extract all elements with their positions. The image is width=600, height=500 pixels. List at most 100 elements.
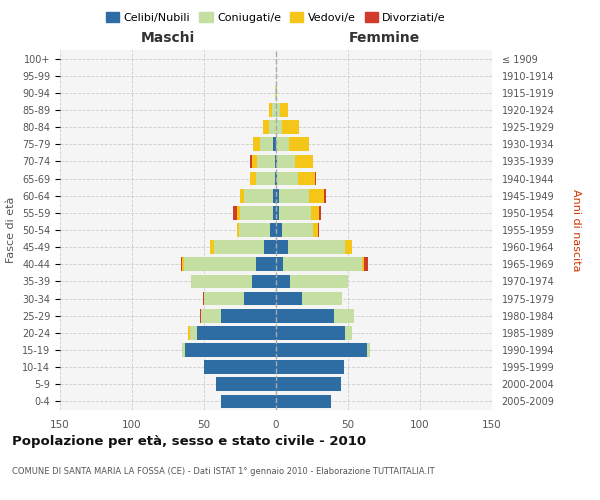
Bar: [269, 120, 276, 134]
Bar: [197, 326, 276, 340]
Bar: [276, 223, 282, 237]
Bar: [290, 274, 348, 288]
Bar: [215, 378, 276, 391]
Bar: [240, 189, 244, 202]
Bar: [276, 120, 282, 134]
Y-axis label: Fasce di età: Fasce di età: [7, 197, 16, 263]
Bar: [276, 138, 289, 151]
Bar: [318, 223, 319, 237]
Bar: [279, 189, 309, 202]
Bar: [273, 189, 276, 202]
Bar: [289, 138, 309, 151]
Bar: [276, 394, 331, 408]
Bar: [345, 240, 352, 254]
Bar: [279, 206, 311, 220]
Bar: [275, 172, 276, 185]
Bar: [276, 274, 290, 288]
Bar: [276, 360, 344, 374]
Bar: [256, 172, 275, 185]
Bar: [276, 86, 277, 100]
Bar: [311, 206, 319, 220]
Legend: Celibi/Nubili, Coniugati/e, Vedovi/e, Divorziati/e: Celibi/Nubili, Coniugati/e, Vedovi/e, Di…: [101, 8, 451, 28]
Bar: [280, 103, 287, 117]
Bar: [276, 206, 279, 220]
Bar: [323, 189, 326, 202]
Bar: [251, 154, 257, 168]
Bar: [275, 154, 276, 168]
Bar: [204, 360, 276, 374]
Bar: [276, 154, 277, 168]
Bar: [275, 86, 276, 100]
Bar: [188, 326, 190, 340]
Bar: [276, 172, 277, 185]
Bar: [221, 309, 276, 322]
Bar: [240, 206, 273, 220]
Bar: [276, 103, 280, 117]
Bar: [256, 258, 276, 271]
Bar: [315, 172, 316, 185]
Bar: [272, 103, 276, 117]
Bar: [260, 138, 273, 151]
Bar: [184, 258, 256, 271]
Bar: [250, 154, 251, 168]
Text: COMUNE DI SANTA MARIA LA FOSSA (CE) - Dati ISTAT 1° gennaio 2010 - Elaborazione : COMUNE DI SANTA MARIA LA FOSSA (CE) - Da…: [12, 468, 434, 476]
Text: Maschi: Maschi: [141, 31, 195, 45]
Bar: [282, 120, 299, 134]
Bar: [214, 240, 265, 254]
Bar: [233, 206, 237, 220]
Bar: [276, 378, 341, 391]
Text: Femmine: Femmine: [349, 31, 419, 45]
Bar: [182, 343, 185, 357]
Bar: [319, 206, 320, 220]
Bar: [185, 343, 276, 357]
Bar: [237, 223, 239, 237]
Bar: [269, 103, 272, 117]
Bar: [201, 309, 221, 322]
Bar: [276, 326, 345, 340]
Bar: [276, 343, 367, 357]
Text: Popolazione per età, sesso e stato civile - 2010: Popolazione per età, sesso e stato civil…: [12, 435, 366, 448]
Bar: [345, 326, 352, 340]
Bar: [270, 223, 276, 237]
Bar: [276, 292, 302, 306]
Bar: [251, 274, 276, 288]
Bar: [237, 206, 240, 220]
Bar: [210, 240, 214, 254]
Bar: [204, 292, 244, 306]
Bar: [181, 258, 182, 271]
Bar: [276, 189, 279, 202]
Bar: [239, 223, 270, 237]
Y-axis label: Anni di nascita: Anni di nascita: [571, 188, 581, 271]
Bar: [282, 223, 313, 237]
Bar: [277, 154, 295, 168]
Bar: [364, 258, 368, 271]
Bar: [244, 292, 276, 306]
Bar: [287, 240, 345, 254]
Bar: [309, 189, 323, 202]
Bar: [362, 258, 364, 271]
Bar: [276, 309, 334, 322]
Bar: [273, 138, 276, 151]
Bar: [298, 172, 315, 185]
Bar: [313, 223, 318, 237]
Bar: [253, 138, 260, 151]
Bar: [277, 172, 298, 185]
Bar: [250, 172, 256, 185]
Bar: [200, 309, 201, 322]
Bar: [276, 240, 287, 254]
Bar: [367, 343, 370, 357]
Bar: [182, 258, 184, 271]
Bar: [191, 274, 251, 288]
Bar: [221, 394, 276, 408]
Bar: [203, 292, 204, 306]
Bar: [257, 154, 275, 168]
Bar: [334, 309, 354, 322]
Bar: [265, 240, 276, 254]
Bar: [273, 206, 276, 220]
Bar: [295, 154, 313, 168]
Bar: [263, 120, 269, 134]
Bar: [276, 258, 283, 271]
Bar: [283, 258, 362, 271]
Bar: [302, 292, 342, 306]
Bar: [244, 189, 273, 202]
